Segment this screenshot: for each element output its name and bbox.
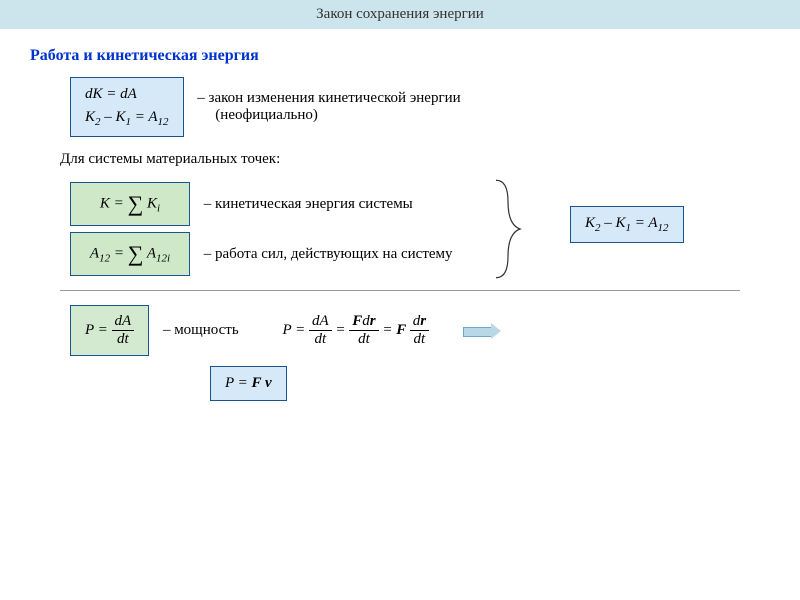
section-title: Работа и кинетическая энергия [30,47,800,65]
separator [60,290,740,291]
eq-dk-da: dK = dA [85,86,169,103]
result-box: K2 – K1 = A12 [570,206,684,243]
system-block: K = ∑ Ki – кинетическая энергия системы … [30,176,770,282]
page-title: Закон сохранения энергии [316,6,484,22]
brace-icon [490,176,526,282]
eq-k2-k1-a12: K2 – K1 = A12 [85,109,169,128]
final-row: P = F v [210,366,770,401]
box-k-sum: K = ∑ Ki [70,182,190,226]
note-line2: (неофициально) [197,107,460,124]
system-intro: Для системы материальных точек: [60,151,770,168]
kinetic-law-note: – закон изменения кинетической энергии (… [197,90,460,124]
arrow-icon [463,322,499,340]
power-row: P = dAdt – мощность P = dAdt = Fdrdt = F… [70,305,770,356]
box-power-def: P = dAdt [70,305,149,356]
row-a-sum: A12 = ∑ A12i – работа сил, действующих н… [70,232,490,276]
page-header: Закон сохранения энергии [0,0,800,29]
power-chain: P = dAdt = Fdrdt = F drdt [282,314,429,347]
kinetic-law-row: dK = dA K2 – K1 = A12 – закон изменения … [70,77,770,137]
note-line1: – закон изменения кинетической энергии [197,90,460,107]
note-a-sum: – работа сил, действующих на систему [204,246,453,263]
content-area: dK = dA K2 – K1 = A12 – закон изменения … [0,77,800,401]
row-k-sum: K = ∑ Ki – кинетическая энергия системы [70,182,490,226]
note-power: – мощность [163,322,239,339]
note-k-sum: – кинетическая энергия системы [204,196,413,213]
box-a-sum: A12 = ∑ A12i [70,232,190,276]
kinetic-law-box: dK = dA K2 – K1 = A12 [70,77,184,137]
box-p-fv: P = F v [210,366,287,401]
